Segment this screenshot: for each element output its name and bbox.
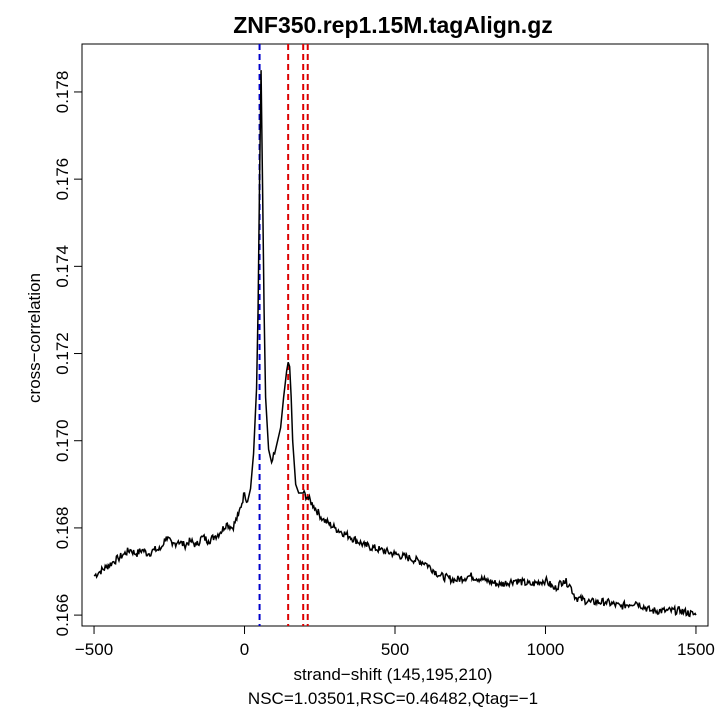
- series-layer: [93, 70, 697, 618]
- y-tick-label: 0.172: [53, 332, 72, 375]
- y-tick-label: 0.166: [53, 594, 72, 637]
- x-tick-label: 1500: [677, 640, 715, 659]
- y-tick-label: 0.174: [53, 245, 72, 288]
- y-tick-label: 0.170: [53, 419, 72, 462]
- plot-frame: [81, 43, 709, 627]
- x-axis: −500 0 500 1000 1500: [75, 625, 715, 659]
- y-tick-label: 0.178: [53, 71, 72, 114]
- reference-lines: [258, 44, 309, 626]
- x-tick-label: −500: [75, 640, 113, 659]
- x-axis-label: strand−shift (145,195,210): [294, 665, 493, 684]
- y-tick-label: 0.168: [53, 507, 72, 550]
- x-tick-label: 500: [381, 640, 409, 659]
- x-tick-label: 1000: [527, 640, 565, 659]
- x-tick-label: 0: [240, 640, 249, 659]
- chart-title: ZNF350.rep1.15M.tagAlign.gz: [233, 12, 553, 38]
- y-tick-label: 0.176: [53, 158, 72, 201]
- y-axis-label: cross−correlation: [25, 273, 44, 403]
- series-cross-correlation: [93, 70, 697, 618]
- y-axis: 0.166 0.168 0.170 0.172 0.174 0.176 0.178: [53, 71, 83, 637]
- chart-subtitle: NSC=1.03501,RSC=0.46482,Qtag=−1: [248, 689, 538, 708]
